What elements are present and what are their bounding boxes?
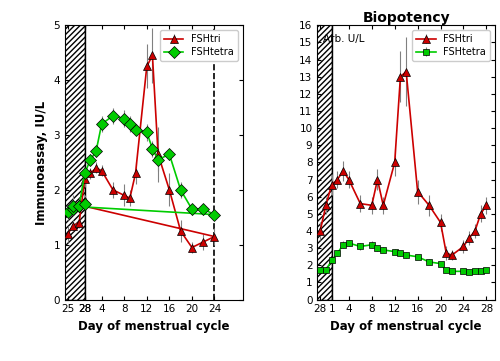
Bar [65,25,84,300]
Legend: FSHtri, FSHtetra: FSHtri, FSHtetra [412,30,490,61]
X-axis label: Day of menstrual cycle: Day of menstrual cycle [78,320,230,333]
X-axis label: Day of menstrual cycle: Day of menstrual cycle [330,320,482,333]
Title: Biopotency: Biopotency [362,12,450,26]
Text: Arb. U/L: Arb. U/L [322,34,364,44]
Y-axis label: Immunoassay, IU/L: Immunoassay, IU/L [35,100,48,225]
Bar [318,25,332,300]
Legend: FSHtri, FSHtetra: FSHtri, FSHtetra [160,30,238,61]
